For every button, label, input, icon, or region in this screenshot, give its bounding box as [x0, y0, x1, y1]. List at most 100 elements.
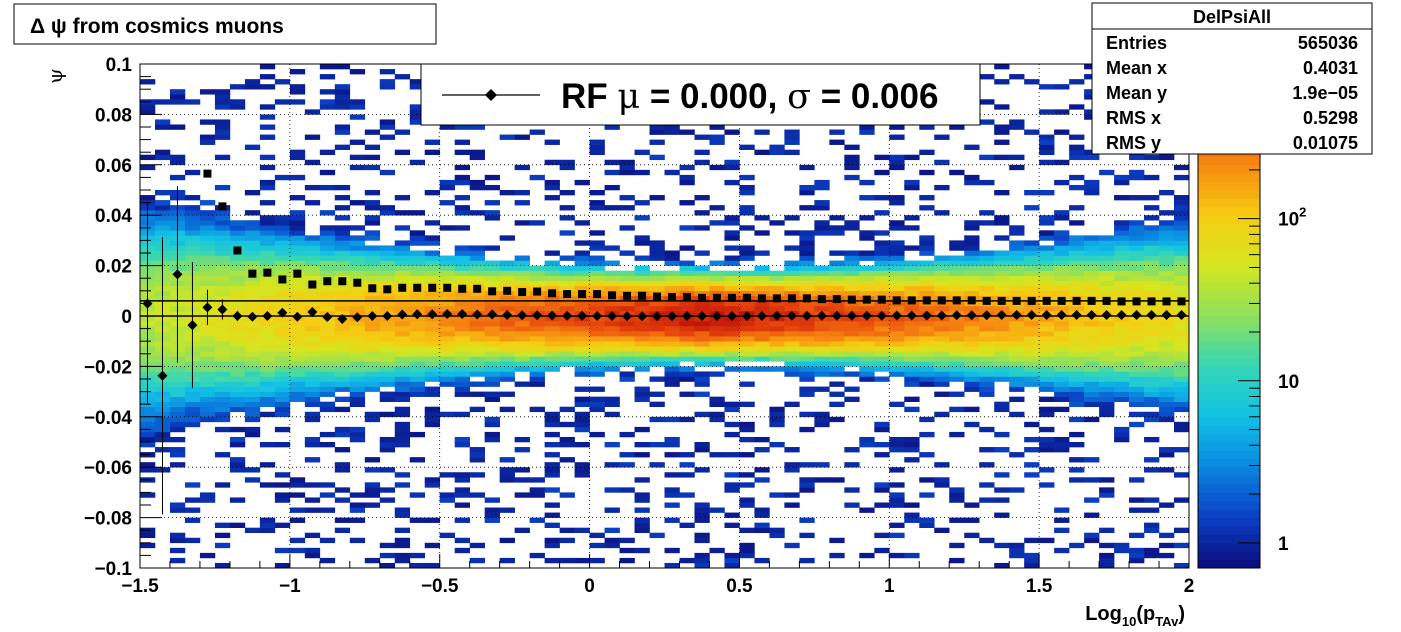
heatmap-cell — [229, 300, 246, 307]
heatmap-cell — [934, 265, 950, 271]
heatmap-cell — [619, 159, 635, 166]
heatmap-cell — [724, 431, 740, 438]
square-marker — [697, 293, 706, 302]
heatmap-cell — [259, 371, 276, 377]
heatmap-cell — [274, 391, 291, 397]
heatmap-cell — [544, 250, 560, 256]
heatmap-cell — [259, 351, 276, 357]
heatmap-cell — [964, 356, 980, 362]
heatmap-cell — [469, 265, 485, 271]
heatmap-cell — [589, 245, 605, 251]
heatmap-cell — [949, 245, 965, 251]
heatmap-cell — [1159, 321, 1175, 327]
heatmap-cell — [1024, 381, 1040, 387]
heatmap-cell — [319, 442, 336, 448]
heatmap-cell — [709, 260, 725, 266]
heatmap-cell — [289, 492, 306, 498]
heatmap-cell — [514, 436, 530, 443]
heatmap-cell — [949, 431, 965, 438]
heatmap-cell — [499, 406, 515, 413]
heatmap-cell — [874, 195, 890, 201]
heatmap-cell — [1129, 235, 1145, 241]
heatmap-cell — [574, 371, 590, 377]
heatmap-cell — [994, 542, 1010, 549]
heatmap-cell — [724, 305, 740, 312]
heatmap-cell — [409, 326, 426, 332]
heatmap-cell — [1129, 336, 1145, 342]
heatmap-cell — [439, 376, 455, 382]
heatmap-cell — [259, 336, 276, 342]
color-scale-step — [1198, 257, 1260, 266]
heatmap-cell — [424, 250, 441, 256]
heatmap-cell — [1174, 174, 1190, 181]
heatmap-cell — [1114, 547, 1130, 554]
heatmap-cell — [274, 547, 291, 554]
heatmap-cell — [904, 502, 920, 508]
heatmap-cell — [244, 230, 261, 236]
heatmap-cell — [379, 366, 396, 372]
heatmap-cell — [514, 265, 530, 271]
heatmap-cell — [319, 230, 336, 236]
heatmap-cell — [1159, 280, 1175, 287]
heatmap-cell — [754, 336, 770, 342]
heatmap-cell — [1039, 139, 1055, 145]
heatmap-cell — [1084, 280, 1100, 287]
heatmap-cell — [349, 270, 366, 276]
heatmap-cell — [334, 255, 351, 261]
heatmap-cell — [394, 426, 411, 433]
heatmap-cell — [604, 305, 620, 312]
heatmap-cell — [949, 255, 965, 261]
heatmap-cell — [259, 442, 276, 448]
heatmap-cell — [664, 285, 680, 292]
heatmap-cell — [1024, 280, 1040, 287]
heatmap-cell — [484, 245, 500, 251]
heatmap-cell — [769, 346, 785, 352]
heatmap-cell — [1024, 376, 1040, 382]
heatmap-cell — [229, 467, 246, 473]
heatmap-cell — [709, 164, 725, 171]
stats-row-value: 565036 — [1298, 33, 1358, 53]
heatmap-cell — [544, 285, 560, 292]
heatmap-cell — [1174, 245, 1190, 251]
heatmap-cell — [304, 275, 321, 282]
heatmap-cell — [394, 245, 411, 251]
heatmap-cell — [964, 255, 980, 261]
square-marker — [263, 268, 272, 277]
heatmap-cell — [709, 336, 725, 342]
heatmap-cell — [1054, 336, 1070, 342]
heatmap-cell — [199, 240, 216, 246]
heatmap-cell — [1144, 457, 1160, 463]
heatmap-cell — [559, 361, 575, 367]
heatmap-cell — [349, 386, 366, 392]
heatmap-cell — [1144, 230, 1160, 236]
heatmap-cell — [964, 285, 980, 292]
heatmap-cell — [199, 119, 216, 125]
square-marker — [1117, 297, 1126, 306]
heatmap-cell — [364, 331, 381, 337]
heatmap-cell — [454, 547, 470, 554]
heatmap-cell — [424, 149, 441, 156]
heatmap-cell — [574, 341, 590, 347]
heatmap-cell — [1174, 426, 1190, 433]
heatmap-cell — [964, 235, 980, 241]
heatmap-cell — [544, 416, 560, 423]
heatmap-cell — [679, 391, 695, 397]
heatmap-cell — [364, 341, 381, 347]
heatmap-cell — [439, 341, 455, 347]
heatmap-cell — [274, 522, 291, 528]
heatmap-cell — [1144, 154, 1160, 161]
heatmap-cell — [229, 84, 246, 90]
heatmap-cell — [409, 265, 426, 271]
heatmap-cell — [169, 452, 186, 458]
heatmap-cell — [319, 507, 336, 513]
heatmap-cell — [1144, 381, 1160, 387]
heatmap-cell — [934, 275, 950, 282]
heatmap-cell — [769, 411, 785, 418]
heatmap-cell — [334, 371, 351, 377]
heatmap-cell — [1174, 331, 1190, 337]
heatmap-cell — [214, 376, 231, 382]
square-marker — [922, 296, 931, 305]
heatmap-cell — [1039, 285, 1055, 292]
heatmap-cell — [754, 290, 770, 297]
heatmap-cell — [214, 230, 231, 236]
